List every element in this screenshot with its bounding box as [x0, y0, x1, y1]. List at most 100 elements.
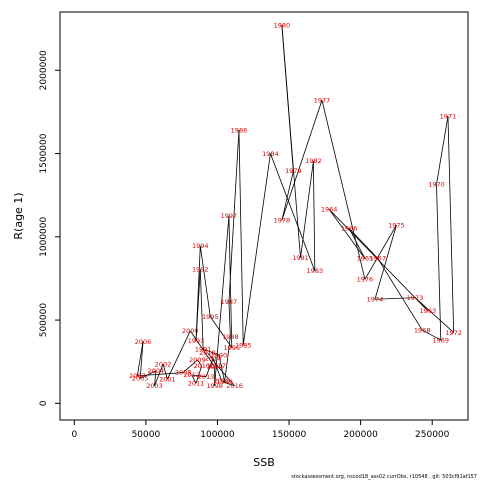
data-point-1981: 1981 — [292, 254, 309, 262]
y-tick-label: 500000 — [39, 303, 49, 338]
data-point-1975: 1975 — [388, 221, 405, 229]
trajectory-segment — [281, 25, 301, 258]
data-point-1976: 1976 — [357, 275, 374, 283]
trajectory-segment — [209, 316, 233, 348]
x-axis-title: SSB — [253, 456, 275, 469]
trajectory-segment — [242, 153, 271, 346]
trajectory-segment — [221, 380, 235, 387]
trajectory-segment — [422, 329, 441, 341]
trajectory-segment — [364, 224, 397, 280]
data-point-2011: 2011 — [188, 380, 205, 388]
data-point-2010: 2010 — [193, 362, 210, 370]
data-point-1989: 1989 — [216, 378, 233, 386]
trajectory-segment — [199, 245, 211, 317]
data-point-2004: 2004 — [148, 367, 165, 375]
trajectory-segment — [374, 297, 416, 300]
data-point-2009: 2009 — [189, 356, 206, 364]
trajectory-segment — [154, 364, 164, 387]
data-point-1986: 1986 — [231, 126, 248, 134]
trajectory-segment — [238, 130, 244, 346]
data-point-1979: 1979 — [285, 167, 302, 175]
data-point-2000: 2000 — [182, 327, 199, 335]
trajectory-segment — [312, 161, 316, 271]
data-point-1993: 1993 — [188, 337, 205, 345]
trajectory-segment — [191, 374, 197, 384]
data-point-2005: 2005 — [132, 375, 149, 383]
trajectory-segment — [154, 370, 157, 386]
x-tick-label: 50000 — [132, 430, 161, 440]
data-point-2007: 2007 — [129, 372, 146, 380]
trajectory-segment — [270, 153, 316, 272]
data-point-2003: 2003 — [146, 382, 163, 390]
trajectory-segment — [436, 116, 449, 185]
data-point-2014: 2014 — [205, 355, 222, 363]
trajectory-segment — [136, 341, 144, 376]
x-tick-label: 250000 — [415, 430, 450, 440]
data-point-1982: 1982 — [305, 157, 322, 165]
y-tick-label: 1000000 — [39, 217, 49, 257]
trajectory-segment — [205, 358, 214, 377]
trajectory-segment — [214, 215, 230, 386]
data-point-1969: 1969 — [433, 336, 450, 344]
trajectory-segment — [436, 184, 442, 341]
trajectory-segment — [197, 359, 203, 367]
data-point-1984: 1984 — [262, 150, 279, 158]
y-tick-label: 1500000 — [39, 133, 49, 173]
data-point-1964: 1964 — [321, 206, 338, 214]
data-point-1990: 1990 — [211, 351, 228, 359]
data-point-2012: 2012 — [183, 371, 200, 379]
trajectory-segment — [195, 245, 201, 341]
data-point-1972: 1972 — [445, 329, 462, 337]
trajectory-segment — [217, 365, 235, 387]
data-point-1991: 1991 — [195, 345, 212, 353]
trajectory-segment — [281, 100, 323, 221]
data-point-1998: 1998 — [206, 382, 223, 390]
data-point-1977: 1977 — [314, 96, 331, 104]
trajectory-segment — [348, 228, 366, 259]
trajectory-segment — [207, 352, 218, 367]
trajectory-segment — [189, 330, 215, 367]
footer-note: stockassessment.org, nscod18_ass02 currO… — [291, 474, 477, 480]
data-point-1994: 1994 — [192, 242, 209, 250]
trajectory-segment — [203, 348, 220, 356]
plot-frame — [59, 11, 469, 421]
trajectory-segment — [414, 297, 454, 333]
trajectory-segment — [321, 100, 366, 280]
trajectory-segment — [137, 372, 184, 377]
data-point-2018: 2018 — [199, 349, 216, 357]
x-tick-label: 150000 — [272, 430, 307, 440]
trajectory-segment — [139, 370, 157, 379]
data-point-2008: 2008 — [175, 369, 192, 377]
trajectory-segment — [162, 364, 168, 380]
trajectory-layer — [136, 25, 455, 387]
x-tick-label: 100000 — [200, 430, 235, 440]
trajectory-segment — [139, 341, 144, 379]
data-point-2002: 2002 — [155, 360, 172, 368]
data-point-1965: 1965 — [357, 255, 374, 263]
trajectory-segment — [195, 365, 203, 384]
data-point-2001: 2001 — [159, 375, 176, 383]
x-axis: 0 50000 100000 150000 200000 250000 — [71, 419, 450, 440]
y-axis: 0 500000 1000000 1500000 2000000 — [39, 50, 61, 406]
data-point-1988: 1988 — [222, 333, 239, 341]
trajectory-segment — [228, 301, 231, 337]
trajectory-segment — [377, 258, 423, 331]
data-point-2016: 2016 — [226, 382, 243, 390]
data-point-2006: 2006 — [135, 338, 152, 346]
data-point-1980: 1980 — [274, 22, 291, 30]
data-point-1963: 1963 — [420, 307, 437, 315]
data-point-1966: 1966 — [341, 225, 358, 233]
data-point-1987: 1987 — [221, 298, 238, 306]
trajectory-segment — [447, 116, 455, 333]
trajectory-segment — [199, 269, 204, 350]
trajectory-segment — [191, 374, 207, 378]
data-point-1999: 1999 — [206, 363, 223, 371]
data-point-1997: 1997 — [221, 212, 238, 220]
y-tick-label: 0 — [39, 400, 49, 406]
trajectory-segment — [218, 354, 226, 382]
trajectory-segment — [328, 209, 366, 259]
data-point-1985: 1985 — [235, 341, 252, 349]
